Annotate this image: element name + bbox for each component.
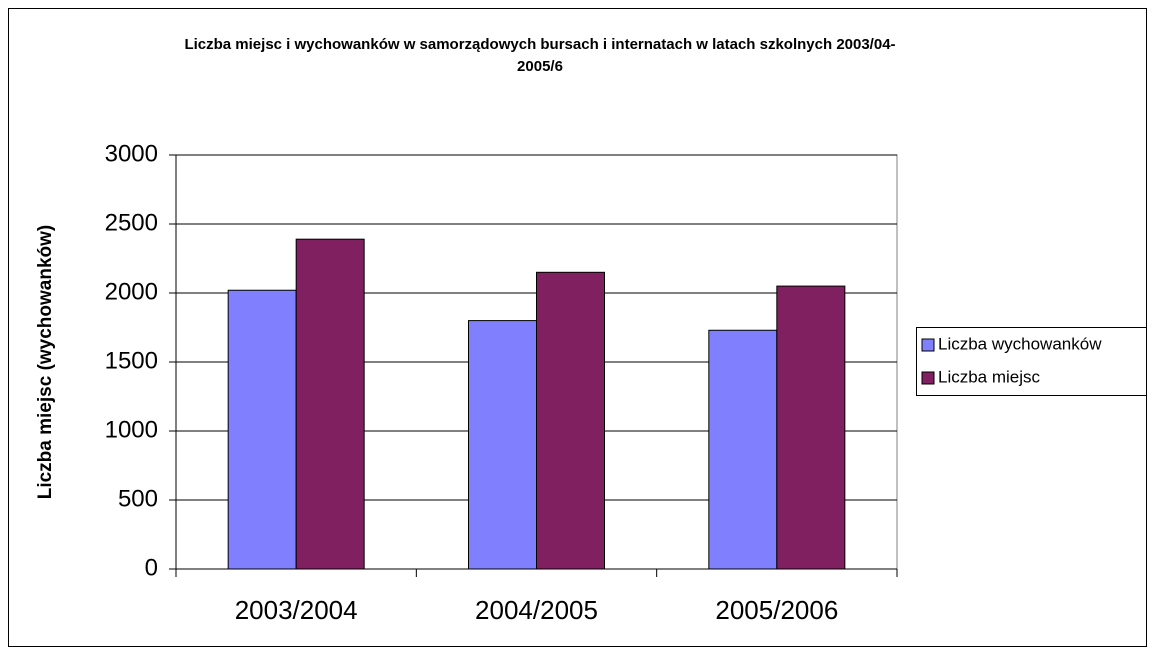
x-tick-label: 2003/2004: [235, 595, 358, 625]
bar: [295, 238, 365, 570]
y-tick-label: 1500: [105, 347, 158, 374]
chart-title: Liczba miejsc i wychowanków w samorządow…: [184, 36, 896, 75]
bar: [708, 329, 778, 570]
bar: [227, 289, 297, 570]
x-tick-label: 2004/2005: [475, 595, 598, 625]
y-tick-label: 2500: [105, 209, 158, 236]
legend-label: Liczba wychowanków: [938, 334, 1102, 353]
y-tick-label: 2000: [105, 278, 158, 305]
legend-box: [916, 327, 1147, 396]
bar: [776, 285, 846, 570]
x-tick-label: 2005/2006: [715, 595, 838, 625]
y-tick-label: 500: [118, 485, 158, 512]
y-tick-label: 1000: [105, 416, 158, 443]
y-tick-label: 3000: [105, 140, 158, 167]
y-axis-label: Liczba miejsc (wychowanków): [35, 225, 56, 500]
legend-swatch: [921, 338, 935, 352]
y-tick-label: 0: [145, 554, 158, 581]
legend-label: Liczba miejsc: [938, 367, 1041, 386]
bar: [468, 320, 537, 570]
legend-swatch: [921, 371, 935, 385]
bar: [536, 271, 605, 570]
